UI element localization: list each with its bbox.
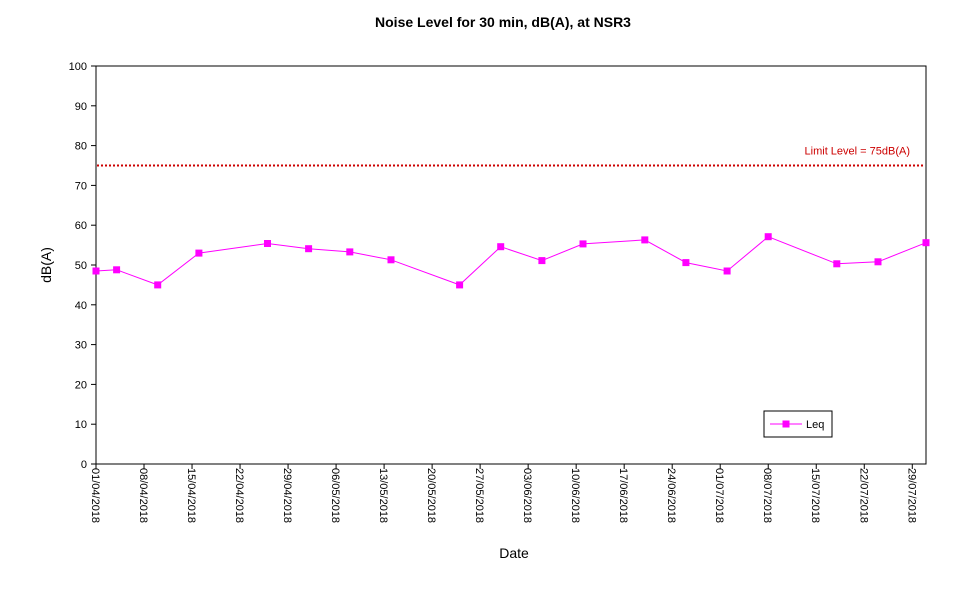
data-point: [456, 281, 464, 289]
data-point: [874, 258, 882, 266]
chart-title: Noise Level for 30 min, dB(A), at NSR3: [375, 14, 631, 30]
x-tick-label: 13/05/2018: [377, 468, 389, 523]
x-axis: 01/04/2018 08/04/2018 15/04/2018 22/04/2018…: [89, 464, 917, 523]
y-tick-label: 30: [75, 340, 87, 352]
y-tick-label: 50: [75, 260, 87, 272]
data-point: [387, 256, 395, 264]
legend-marker: [782, 420, 790, 428]
data-point: [682, 259, 690, 267]
y-tick-label: 70: [75, 180, 87, 192]
x-tick-label: 06/05/2018: [329, 468, 341, 523]
data-point: [154, 281, 162, 289]
x-tick-label: 10/06/2018: [569, 468, 581, 523]
x-tick-label: 01/04/2018: [89, 468, 101, 523]
y-tick-label: 100: [69, 61, 87, 73]
x-tick-label: 24/06/2018: [665, 468, 677, 523]
data-point: [641, 236, 649, 244]
x-tick-label: 27/05/2018: [473, 468, 485, 523]
reference-lines: Limit Level = 75dB(A): [97, 146, 925, 167]
x-tick-label: 29/07/2018: [905, 468, 917, 523]
x-tick-label: 22/04/2018: [233, 468, 245, 523]
data-point: [346, 248, 354, 256]
x-tick-label: 01/07/2018: [713, 468, 725, 523]
data-point: [922, 239, 930, 247]
y-axis-label: dB(A): [38, 247, 54, 283]
x-tick-label: 20/05/2018: [425, 468, 437, 523]
plot-area: [95, 65, 927, 465]
data-point: [113, 266, 121, 274]
x-tick-label: 22/07/2018: [857, 468, 869, 523]
legend: Leq: [763, 410, 833, 438]
y-tick-label: 90: [75, 101, 87, 113]
series-layer: [92, 233, 930, 289]
data-point: [264, 240, 271, 247]
data-point: [833, 260, 841, 268]
y-tick-label: 0: [81, 459, 87, 471]
x-tick-label: 03/06/2018: [521, 468, 533, 523]
y-tick-label: 40: [75, 300, 87, 312]
data-point: [538, 257, 546, 265]
x-tick-label: 08/07/2018: [761, 468, 773, 523]
data-point: [723, 267, 731, 275]
data-point: [497, 243, 505, 251]
data-point: [92, 267, 100, 275]
limit-label: Limit Level = 75dB(A): [805, 146, 910, 158]
x-tick-label: 17/06/2018: [617, 468, 629, 523]
x-tick-label: 08/04/2018: [137, 468, 149, 523]
y-tick-label: 10: [75, 419, 87, 431]
y-axis: 0 10 20 30 40 50 60 70 80 90 100: [69, 61, 96, 471]
data-point: [764, 233, 772, 241]
y-tick-label: 80: [75, 141, 87, 153]
x-tick-label: 15/07/2018: [809, 468, 821, 523]
data-point: [305, 245, 313, 253]
data-point: [195, 249, 203, 257]
data-point: [579, 240, 587, 248]
y-tick-label: 60: [75, 220, 87, 232]
x-tick-label: 15/04/2018: [185, 468, 197, 523]
x-axis-label: Date: [499, 545, 529, 561]
x-tick-label: 29/04/2018: [281, 468, 293, 523]
y-tick-label: 20: [75, 379, 87, 391]
legend-entry-leq: Leq: [806, 419, 824, 431]
